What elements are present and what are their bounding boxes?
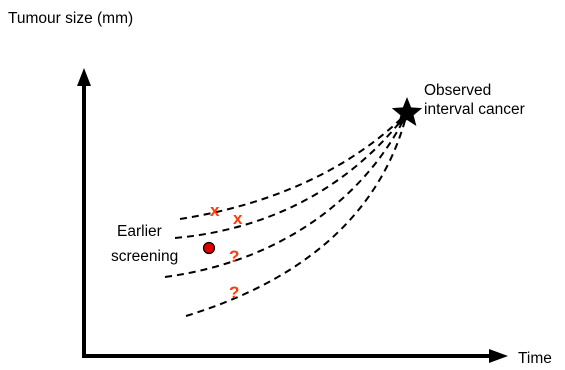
earlier-screening-label-line1: Earlier (117, 223, 162, 240)
cross-marker-1: x (210, 201, 220, 220)
y-axis-label: Tumour size (mm) (8, 10, 134, 27)
growth-curve-4 (185, 112, 408, 317)
question-marker-1: ? (229, 247, 240, 266)
observed-label-line2: interval cancer (424, 101, 525, 118)
y-axis-arrow-icon (77, 68, 91, 86)
growth-curves (164, 112, 408, 317)
star-icon (391, 97, 423, 126)
growth-curve-3 (164, 112, 408, 278)
question-marker-2: ? (229, 283, 240, 302)
cross-marker-2: x (233, 209, 243, 228)
x-axis-label: Time (518, 350, 552, 367)
growth-curve-2 (174, 112, 408, 239)
observed-label-line1: Observed (424, 82, 492, 99)
earlier-screening-label-line2: screening (111, 248, 179, 265)
x-axis-arrow-icon (489, 349, 508, 363)
earlier-screening-dot-icon (202, 241, 216, 255)
